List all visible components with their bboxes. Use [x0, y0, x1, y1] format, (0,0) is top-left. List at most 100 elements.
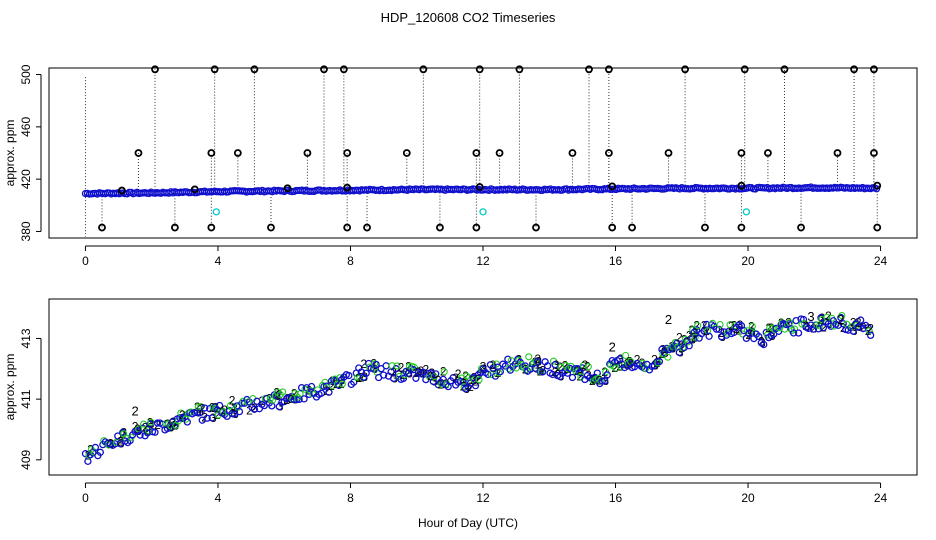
bottom-data-point [393, 362, 401, 370]
bottom-data-point [136, 431, 144, 439]
bottom-x-tick-label: 0 [82, 491, 89, 505]
bottom-data-point [655, 357, 664, 366]
bottom-data-point [399, 374, 408, 383]
bottom-x-tick-label: 8 [347, 491, 354, 505]
bottom-series2-marker: 2 [119, 427, 126, 441]
bottom-series3-marker: 3 [463, 382, 470, 396]
bottom-series3-marker: 3 [602, 374, 609, 388]
bottom-series3-marker: 3 [391, 371, 398, 385]
bottom-series3-marker: 3 [361, 370, 368, 384]
top-x-tick-label: 8 [347, 254, 354, 268]
bottom-series3-marker: 3 [625, 359, 632, 373]
bottom-series2-marker: 2 [733, 322, 740, 336]
bottom-data-point [654, 359, 662, 367]
bottom-data-point [496, 367, 505, 376]
bottom-data-point [325, 388, 333, 396]
bottom-data-point [366, 363, 374, 371]
bottom-series2-marker: 2 [214, 408, 221, 422]
bottom-series2-marker: 2 [390, 365, 397, 379]
bottom-y-tick-label: 413 [19, 328, 33, 348]
bottom-data-point [830, 322, 838, 330]
top-outlier-point [134, 149, 143, 157]
top-outlier-point [190, 185, 199, 194]
bottom-series2-marker: 2 [276, 388, 283, 402]
top-x-tick-label: 4 [215, 254, 222, 268]
bottom-series2-marker: 2 [562, 359, 569, 373]
top-outlier-point [267, 223, 275, 232]
bottom-data-point [167, 422, 175, 430]
bottom-data-point [748, 322, 756, 330]
bottom-series3-marker: 3 [719, 330, 726, 344]
top-outlier-point [117, 186, 126, 195]
bottom-series2-marker: 2 [452, 371, 459, 385]
bottom-series2-marker: 2 [634, 352, 641, 366]
bottom-data-point [224, 408, 232, 416]
bottom-series3-marker: 3 [428, 366, 435, 380]
bottom-plot-frame [48, 298, 918, 476]
bottom-data-point [350, 378, 358, 386]
top-outlier-point [343, 183, 352, 192]
bottom-data-point [538, 368, 547, 376]
bottom-series2-marker: 2 [584, 360, 591, 374]
bottom-series2-marker: 2 [423, 362, 430, 376]
top-outlier-point [436, 223, 444, 232]
bottom-series2-marker: 2 [539, 363, 546, 377]
bottom-data-point [234, 403, 242, 411]
bottom-series2-marker: 2 [306, 384, 313, 398]
bottom-data-point [579, 361, 587, 369]
bottom-series3-marker: 3 [461, 375, 468, 389]
top-outlier-stems [84, 69, 878, 237]
bottom-data-point [551, 361, 559, 369]
top-x-tick-label: 12 [476, 254, 490, 268]
bottom-series2-marker: 2 [626, 354, 633, 368]
top-outlier-point [515, 65, 524, 74]
bottom-data-point [864, 324, 872, 332]
bottom-high-marker: 3 [807, 309, 814, 324]
bottom-series3-marker: 3 [578, 365, 585, 379]
top-outlier-point [419, 65, 428, 74]
bottom-series2-marker: 2 [758, 334, 765, 348]
bottom-series3-marker: 3 [655, 355, 662, 369]
bottom-series3-marker: 3 [652, 359, 659, 373]
top-outlier-point [343, 149, 352, 157]
bottom-series2-marker: 2 [134, 422, 141, 436]
bottom-data-point [138, 424, 147, 432]
bottom-data-point [505, 364, 513, 373]
top-plot-frame [48, 67, 918, 239]
bottom-data-point [504, 355, 512, 363]
bottom-data-point [197, 403, 205, 411]
bottom-data-point [664, 353, 672, 361]
bottom-data-point [531, 364, 539, 372]
bottom-data-point [819, 323, 828, 332]
bottom-series3-marker: 3 [851, 324, 858, 338]
top-x-tick-label: 0 [82, 254, 89, 268]
bottom-data-point [550, 357, 558, 365]
bottom-data-point [471, 382, 480, 390]
top-outlier-point [870, 65, 878, 74]
bottom-data-point [525, 353, 533, 361]
bottom-series3-marker: 3 [535, 354, 542, 368]
bottom-series2-marker: 2 [440, 365, 447, 379]
bottom-data-point [716, 320, 724, 329]
bottom-series3-marker: 3 [590, 372, 597, 386]
bottom-data-point [235, 407, 244, 416]
bottom-series3-marker: 3 [118, 437, 125, 451]
bottom-data-point [432, 370, 440, 378]
bottom-data-point [333, 380, 341, 388]
bottom-series2-marker: 2 [611, 361, 618, 375]
top-outlier-point [873, 181, 882, 190]
top-outlier-point [870, 149, 878, 157]
bottom-series2-marker: 2 [552, 365, 559, 379]
top-outlier-point [568, 149, 577, 157]
bottom-x-axis: 0 4 8 12 16 20 24 [82, 482, 888, 505]
bottom-data-point [338, 380, 346, 388]
top-outlier-point [585, 65, 593, 74]
bottom-series2-marker: 2 [169, 416, 176, 430]
bottom-data-point [201, 404, 209, 412]
bottom-series2-marker: 2 [355, 371, 362, 385]
bottom-data-point [425, 373, 433, 381]
bottom-series3-marker: 3 [120, 425, 127, 439]
top-series1-point [212, 208, 220, 216]
bottom-data-point [771, 325, 779, 334]
